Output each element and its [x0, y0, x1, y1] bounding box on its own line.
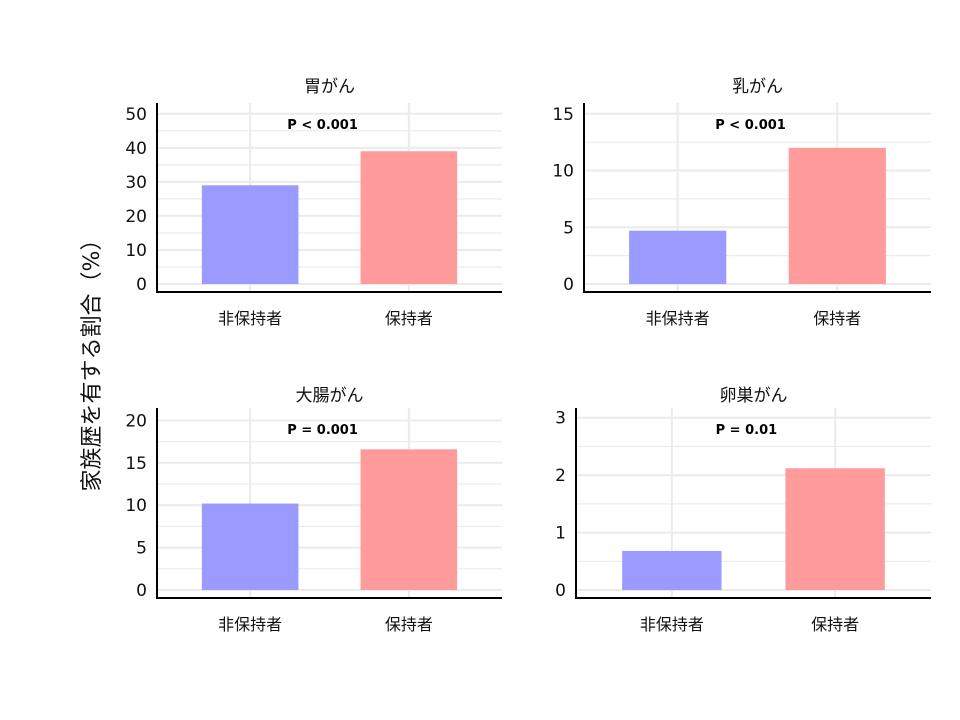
x-tick-label: 保持者 [811, 615, 859, 634]
chart-title: 卵巣がん [720, 386, 788, 406]
y-tick-label: 3 [555, 409, 566, 429]
x-tick-label: 保持者 [813, 309, 861, 328]
x-tick-label: 非保持者 [646, 309, 710, 328]
p-value-annotation: P < 0.001 [715, 118, 786, 133]
y-tick-label: 0 [563, 275, 574, 295]
bar-carrier [360, 151, 458, 284]
bar-carrier [360, 449, 458, 590]
p-value-annotation: P < 0.001 [287, 118, 358, 133]
chart-panel-4: 0 1 2 3 非保持者 保持者 卵巣がん P = 0.01 [555, 386, 931, 634]
x-tick-label: 非保持者 [640, 615, 704, 634]
chart-panel-1: 0 10 20 30 40 50 非保持者 保持者 胃がん P < 0.001 [125, 77, 502, 328]
y-tick-label: 5 [136, 539, 147, 559]
y-tick-label: 20 [125, 207, 147, 227]
bar-carrier [785, 468, 885, 590]
p-value-annotation: P = 0.01 [716, 423, 778, 438]
chart-panel-3: 0 5 10 15 20 非保持者 保持者 大腸がん P = 0.001 [125, 386, 502, 634]
bar-non-carrier [622, 550, 722, 590]
x-tick-label: 非保持者 [218, 309, 282, 328]
y-tick-label: 1 [555, 524, 566, 544]
bar-non-carrier [201, 185, 299, 284]
y-tick-label: 40 [125, 139, 147, 159]
x-tick-label: 保持者 [385, 309, 433, 328]
y-tick-label: 15 [125, 454, 147, 474]
y-tick-label: 5 [563, 218, 574, 238]
bar-non-carrier [201, 503, 299, 590]
y-tick-label: 30 [125, 173, 147, 193]
chart-title: 乳がん [732, 77, 783, 97]
y-tick-label: 10 [125, 241, 147, 261]
chart-title: 胃がん [304, 77, 355, 97]
bar-non-carrier [629, 230, 727, 284]
y-tick-label: 15 [552, 105, 574, 125]
bar-carrier [788, 147, 886, 284]
x-tick-label: 保持者 [385, 615, 433, 634]
y-tick-label: 0 [555, 581, 566, 601]
y-tick-label: 10 [552, 162, 574, 182]
y-tick-label: 20 [125, 411, 147, 431]
y-tick-label: 50 [125, 105, 147, 125]
chart-panel-2: 0 5 10 15 非保持者 保持者 乳がん P < 0.001 [552, 77, 931, 328]
y-tick-label: 0 [136, 275, 147, 295]
y-tick-label: 10 [125, 496, 147, 516]
y-tick-label: 2 [555, 466, 566, 486]
chart-title: 大腸がん [296, 386, 364, 406]
y-tick-label: 0 [136, 581, 147, 601]
x-tick-label: 非保持者 [218, 615, 282, 634]
p-value-annotation: P = 0.001 [287, 423, 358, 438]
